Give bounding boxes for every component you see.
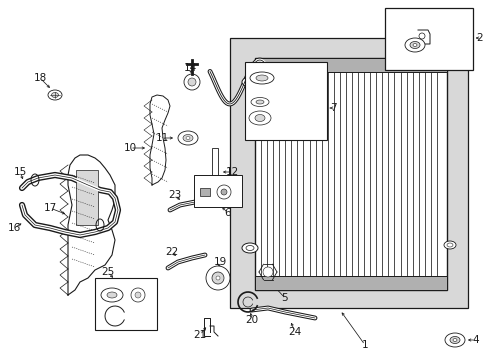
Text: 14: 14 — [183, 63, 196, 73]
Ellipse shape — [443, 241, 455, 249]
Polygon shape — [150, 95, 170, 185]
Text: 13: 13 — [251, 63, 264, 73]
Bar — [194, 175, 242, 207]
Text: 9: 9 — [316, 103, 323, 113]
Circle shape — [205, 266, 229, 290]
Text: 15: 15 — [13, 167, 26, 177]
Bar — [384, 8, 472, 70]
Ellipse shape — [101, 288, 123, 302]
Text: 6: 6 — [224, 208, 231, 218]
Ellipse shape — [107, 292, 117, 298]
Circle shape — [131, 288, 145, 302]
Text: 16: 16 — [7, 223, 20, 233]
Ellipse shape — [250, 98, 268, 107]
Ellipse shape — [178, 131, 198, 145]
Ellipse shape — [242, 77, 258, 87]
Text: 17: 17 — [43, 203, 57, 213]
Ellipse shape — [254, 114, 264, 122]
Text: 23: 23 — [168, 190, 181, 200]
Ellipse shape — [249, 72, 273, 84]
Ellipse shape — [248, 111, 270, 125]
Text: 10: 10 — [123, 143, 136, 153]
Text: 1: 1 — [361, 340, 367, 350]
Circle shape — [216, 276, 220, 280]
Text: 8: 8 — [311, 73, 318, 83]
Bar — [244, 62, 326, 140]
Bar — [76, 170, 98, 225]
Text: 19: 19 — [213, 257, 226, 267]
Text: 11: 11 — [155, 133, 168, 143]
Circle shape — [418, 33, 424, 39]
Ellipse shape — [183, 135, 193, 141]
Ellipse shape — [452, 338, 456, 342]
Ellipse shape — [51, 93, 59, 98]
Circle shape — [263, 267, 272, 277]
Bar — [254, 276, 446, 290]
Text: 5: 5 — [281, 293, 288, 303]
Ellipse shape — [404, 38, 424, 52]
Ellipse shape — [48, 90, 62, 100]
Text: 18: 18 — [33, 73, 46, 83]
Bar — [254, 58, 446, 290]
Ellipse shape — [256, 100, 264, 104]
Text: 21: 21 — [193, 330, 206, 340]
Circle shape — [212, 272, 224, 284]
Text: 25: 25 — [101, 267, 114, 277]
Ellipse shape — [412, 44, 416, 46]
Circle shape — [183, 74, 200, 90]
Ellipse shape — [185, 136, 190, 139]
Ellipse shape — [449, 337, 459, 343]
Bar — [212, 148, 218, 200]
Text: 22: 22 — [165, 247, 178, 257]
Circle shape — [217, 185, 230, 199]
Bar — [200, 188, 209, 196]
Text: 4: 4 — [472, 335, 478, 345]
Ellipse shape — [409, 41, 419, 49]
Text: 3: 3 — [401, 47, 407, 57]
Ellipse shape — [245, 80, 253, 85]
Text: 20: 20 — [245, 315, 258, 325]
Circle shape — [135, 292, 141, 298]
Text: 7: 7 — [329, 103, 336, 113]
Circle shape — [221, 189, 226, 195]
Ellipse shape — [256, 75, 267, 81]
Circle shape — [187, 78, 196, 86]
Ellipse shape — [242, 243, 258, 253]
Ellipse shape — [245, 246, 253, 251]
Text: 2: 2 — [476, 33, 482, 43]
Text: 24: 24 — [288, 327, 301, 337]
Bar — [229, 38, 467, 308]
Ellipse shape — [446, 243, 452, 247]
Bar — [254, 58, 446, 72]
Text: 12: 12 — [225, 167, 238, 177]
Polygon shape — [68, 155, 115, 295]
Bar — [95, 278, 157, 330]
Ellipse shape — [444, 333, 464, 347]
